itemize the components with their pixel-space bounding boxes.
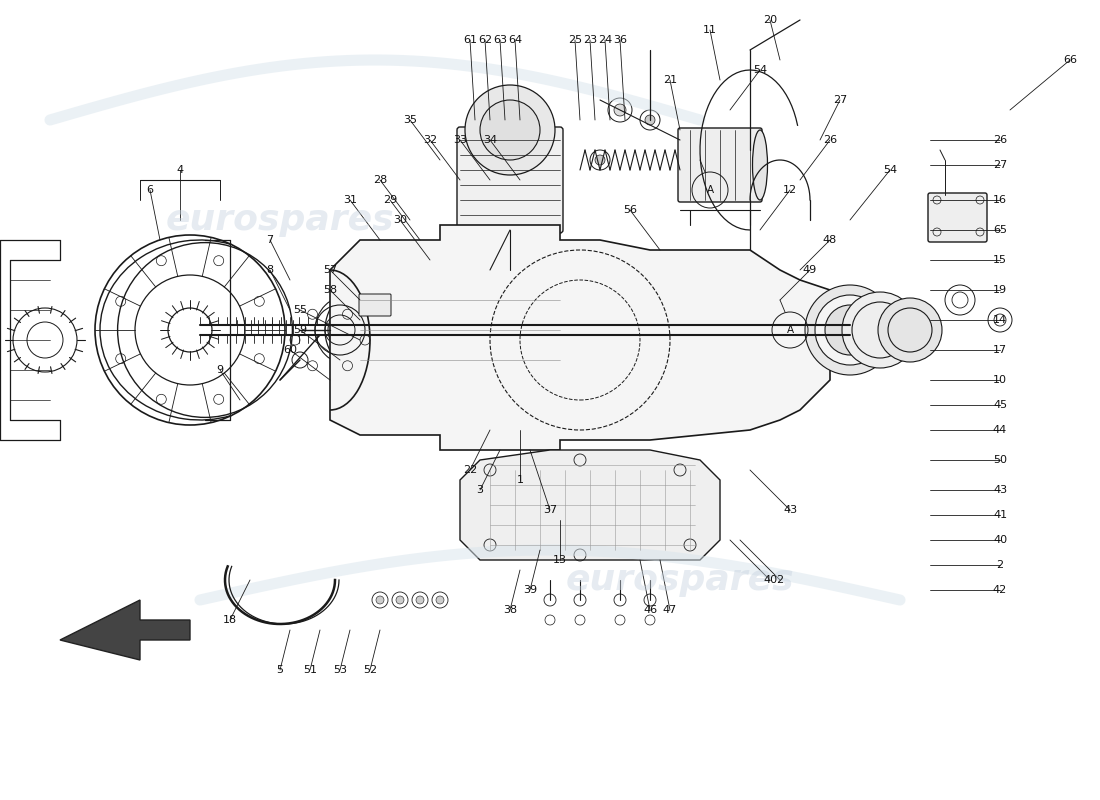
Text: 24: 24	[598, 35, 612, 45]
Text: 12: 12	[783, 185, 798, 195]
Text: 3: 3	[476, 485, 484, 495]
Text: eurospares: eurospares	[166, 203, 394, 237]
Text: 46: 46	[642, 605, 657, 615]
Text: 58: 58	[323, 285, 337, 295]
Text: 52: 52	[363, 665, 377, 675]
Circle shape	[436, 596, 444, 604]
Text: 5: 5	[276, 665, 284, 675]
Text: 7: 7	[266, 235, 274, 245]
Text: eurospares: eurospares	[565, 563, 794, 597]
Text: 25: 25	[568, 35, 582, 45]
FancyBboxPatch shape	[678, 128, 762, 202]
Text: 2: 2	[777, 575, 783, 585]
Text: 63: 63	[493, 35, 507, 45]
Text: 36: 36	[613, 35, 627, 45]
Circle shape	[805, 285, 895, 375]
Text: 14: 14	[993, 315, 1008, 325]
Circle shape	[595, 155, 605, 165]
FancyBboxPatch shape	[456, 127, 563, 233]
Circle shape	[825, 305, 874, 355]
Text: 38: 38	[503, 605, 517, 615]
Text: 19: 19	[993, 285, 1008, 295]
Text: 43: 43	[993, 485, 1008, 495]
Text: 15: 15	[993, 255, 1007, 265]
Text: 2: 2	[997, 560, 1003, 570]
Text: 23: 23	[583, 35, 597, 45]
Text: 55: 55	[293, 305, 307, 315]
Text: 41: 41	[993, 510, 1008, 520]
Circle shape	[480, 100, 540, 160]
Circle shape	[416, 596, 424, 604]
Circle shape	[396, 596, 404, 604]
Text: 6: 6	[146, 185, 154, 195]
Text: 32: 32	[422, 135, 437, 145]
Text: 21: 21	[663, 75, 678, 85]
Text: 13: 13	[553, 555, 566, 565]
Text: 11: 11	[703, 25, 717, 35]
Text: 26: 26	[823, 135, 837, 145]
Text: 66: 66	[1063, 55, 1077, 65]
Circle shape	[376, 596, 384, 604]
Text: 50: 50	[993, 455, 1007, 465]
Text: 48: 48	[823, 235, 837, 245]
Polygon shape	[330, 225, 830, 450]
Text: 22: 22	[463, 465, 477, 475]
Text: 40: 40	[763, 575, 777, 585]
Text: 29: 29	[383, 195, 397, 205]
Ellipse shape	[752, 130, 768, 200]
Text: 33: 33	[453, 135, 468, 145]
Text: 20: 20	[763, 15, 777, 25]
Text: 62: 62	[477, 35, 492, 45]
Text: 61: 61	[463, 35, 477, 45]
Text: 47: 47	[663, 605, 678, 615]
Text: 31: 31	[343, 195, 358, 205]
Text: 30: 30	[393, 215, 407, 225]
Polygon shape	[460, 450, 720, 560]
Text: 57: 57	[323, 265, 337, 275]
FancyBboxPatch shape	[928, 193, 987, 242]
Circle shape	[842, 292, 918, 368]
Text: A: A	[786, 325, 793, 335]
Text: 9: 9	[217, 365, 223, 375]
Text: 40: 40	[993, 535, 1008, 545]
Circle shape	[614, 104, 626, 116]
Text: 60: 60	[283, 345, 297, 355]
Text: 18: 18	[223, 615, 238, 625]
Text: 39: 39	[522, 585, 537, 595]
Text: 59: 59	[293, 325, 307, 335]
Text: 42: 42	[993, 585, 1008, 595]
Text: 53: 53	[333, 665, 346, 675]
Text: 35: 35	[403, 115, 417, 125]
Text: 56: 56	[623, 205, 637, 215]
Text: 1: 1	[517, 475, 524, 485]
Text: 49: 49	[803, 265, 817, 275]
Text: 4: 4	[176, 165, 184, 175]
Text: 27: 27	[833, 95, 847, 105]
Text: 54: 54	[883, 165, 898, 175]
Circle shape	[645, 115, 654, 125]
Text: 51: 51	[302, 665, 317, 675]
Text: 45: 45	[993, 400, 1008, 410]
Text: 28: 28	[373, 175, 387, 185]
Text: 8: 8	[266, 265, 274, 275]
Text: A: A	[706, 185, 714, 195]
Text: 44: 44	[993, 425, 1008, 435]
Text: 65: 65	[993, 225, 1007, 235]
Text: 64: 64	[508, 35, 522, 45]
Text: 43: 43	[783, 505, 798, 515]
Text: 27: 27	[993, 160, 1008, 170]
FancyBboxPatch shape	[359, 294, 390, 316]
Text: 54: 54	[752, 65, 767, 75]
Text: 34: 34	[483, 135, 497, 145]
Text: 26: 26	[993, 135, 1008, 145]
Polygon shape	[60, 600, 190, 660]
Circle shape	[465, 85, 556, 175]
Circle shape	[878, 298, 942, 362]
Text: 37: 37	[543, 505, 557, 515]
Text: 17: 17	[993, 345, 1008, 355]
Circle shape	[815, 295, 886, 365]
Text: 10: 10	[993, 375, 1007, 385]
Text: 16: 16	[993, 195, 1007, 205]
